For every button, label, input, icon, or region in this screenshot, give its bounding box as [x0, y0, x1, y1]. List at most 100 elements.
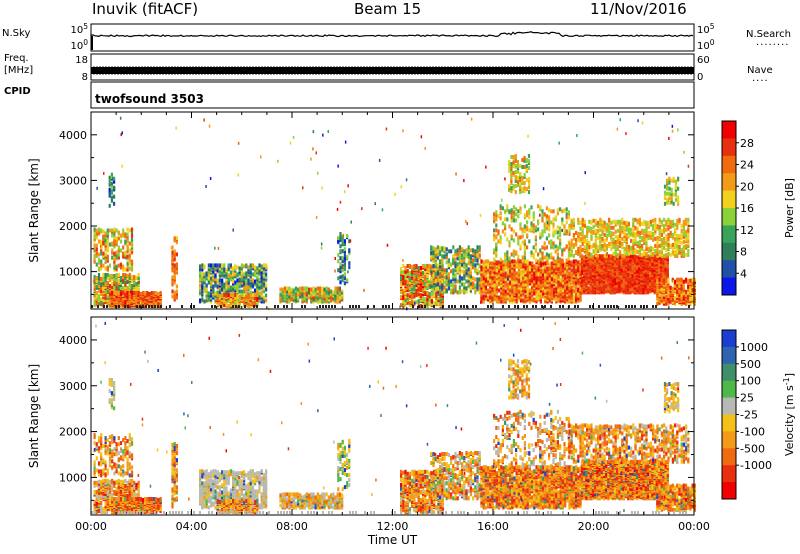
- data-cell: [223, 282, 226, 287]
- data-cell: [404, 294, 407, 299]
- data-cell: [305, 297, 308, 302]
- data-cell: [404, 266, 407, 270]
- data-cell: [583, 263, 586, 268]
- data-cell: [589, 271, 592, 276]
- data-cell: [247, 293, 250, 298]
- data-cell: [557, 259, 560, 264]
- data-cell: [439, 249, 442, 254]
- data-cell: [480, 259, 483, 264]
- data-cell: [502, 260, 505, 265]
- data-cell: [543, 212, 546, 217]
- data-cell: [511, 274, 514, 279]
- data-cell: [106, 244, 109, 249]
- data-cell: [124, 239, 127, 244]
- data-cell: [308, 290, 311, 295]
- data-cell: [408, 301, 411, 306]
- data-cell: [133, 275, 136, 279]
- data-cell: [580, 254, 584, 259]
- data-cell: [548, 226, 551, 231]
- data-cell: [499, 238, 502, 243]
- data-cell: [432, 246, 435, 251]
- data-cell: [514, 159, 517, 163]
- data-cell: [474, 258, 477, 263]
- data-cell: [93, 287, 96, 291]
- data-cell: [130, 227, 134, 232]
- data-cell: [122, 291, 125, 295]
- data-cell: [543, 246, 546, 251]
- data-cell: [93, 227, 96, 232]
- data-cell: [227, 299, 230, 304]
- data-cell: [301, 291, 304, 296]
- data-cell: [113, 201, 116, 206]
- data-cell: [247, 285, 250, 290]
- data-cell: [607, 277, 610, 282]
- data-cell: [565, 212, 568, 217]
- data-cell: [240, 266, 243, 271]
- data-cell: [517, 214, 520, 219]
- data-cell: [439, 303, 442, 308]
- data-cell: [519, 206, 522, 211]
- data-cell: [480, 283, 483, 288]
- data-cell: [463, 276, 466, 281]
- data-cell: [553, 287, 556, 292]
- data-cell: [111, 282, 114, 286]
- data-cell: [613, 277, 617, 282]
- data-cell: [624, 286, 628, 291]
- data-cell: [513, 259, 516, 264]
- data-cell: [499, 216, 502, 221]
- data-cell: [254, 279, 257, 284]
- data-cell: [128, 248, 131, 253]
- data-cell: [247, 278, 250, 283]
- data-cell: [113, 277, 116, 281]
- data-cell: [221, 293, 224, 298]
- data-cell: [104, 273, 107, 277]
- data-cell: [484, 265, 487, 270]
- data-cell: [173, 274, 176, 279]
- data-cell: [175, 262, 178, 267]
- data-cell: [110, 185, 113, 190]
- data-cell: [260, 293, 263, 298]
- data-cell: [439, 281, 442, 286]
- data-cell: [523, 224, 526, 229]
- data-cell: [323, 287, 326, 292]
- data-cell: [484, 291, 487, 296]
- data-cell: [535, 299, 538, 304]
- data-cell: [148, 292, 151, 296]
- data-cell: [534, 242, 537, 247]
- data-cell: [510, 208, 513, 213]
- data-cell: [102, 281, 105, 285]
- data-cell: [104, 252, 107, 257]
- data-cell: [299, 291, 302, 296]
- data-cell: [504, 209, 507, 214]
- data-cell: [434, 283, 437, 288]
- data-cell: [521, 240, 524, 245]
- data-cell: [113, 176, 116, 181]
- data-cell: [339, 265, 342, 270]
- data-cell: [512, 253, 515, 258]
- data-cell: [487, 275, 490, 280]
- data-cell: [591, 255, 595, 260]
- data-cell: [506, 237, 509, 242]
- data-cell: [113, 194, 116, 199]
- data-cell: [441, 254, 444, 259]
- data-cell: [108, 274, 112, 278]
- data-cell: [519, 244, 522, 249]
- data-cell: [115, 291, 118, 295]
- data-cell: [411, 265, 414, 269]
- data-cell: [245, 263, 248, 268]
- nave-tick-top: 60: [697, 55, 710, 66]
- data-cell: [482, 294, 485, 299]
- data-cell: [465, 289, 468, 294]
- data-cell: [212, 284, 215, 289]
- data-cell: [512, 184, 515, 189]
- data-cell: [556, 225, 559, 230]
- data-cell: [124, 288, 127, 292]
- data-cell: [556, 211, 559, 216]
- data-cell: [102, 251, 105, 256]
- data-cell: [119, 265, 123, 270]
- data-cell: [117, 279, 120, 283]
- data-cell: [537, 204, 540, 209]
- data-cell: [254, 293, 257, 298]
- data-cell: [611, 274, 614, 279]
- data-cell: [139, 292, 142, 296]
